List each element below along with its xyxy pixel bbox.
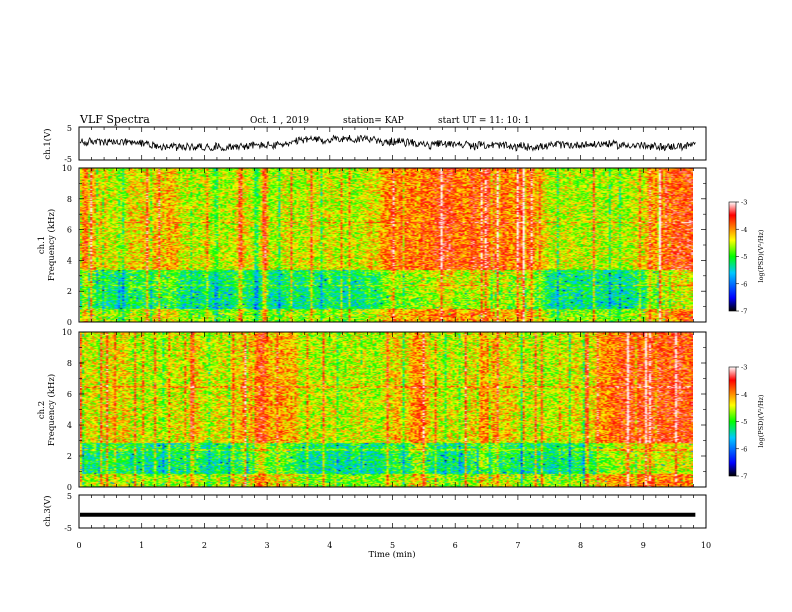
ch1-waveform-trace (79, 134, 696, 152)
ch1-spectrogram-ylabel: Frequency (kHz) (46, 209, 57, 281)
colorbar-tick-label: -6 (741, 280, 747, 288)
x-tick-label: 1 (139, 541, 144, 550)
y-tick-label: 8 (67, 195, 72, 204)
x-tick-label: 7 (515, 541, 520, 550)
y-tick-label: 4 (67, 421, 72, 430)
y-tick-label: 0 (67, 318, 72, 327)
ch3-ytick-bottom: -5 (64, 524, 72, 533)
y-tick-label: 6 (67, 226, 72, 235)
x-tick-label: 9 (641, 541, 646, 550)
colorbar-tick-label: -3 (741, 199, 747, 207)
x-tick-label: 6 (453, 541, 458, 550)
figure-title: VLF Spectra (79, 113, 150, 126)
y-tick-label: 8 (67, 359, 72, 368)
colorbar-tick-label: -4 (741, 391, 747, 399)
y-tick-label: 2 (67, 287, 72, 296)
colorbar-tick-label: -7 (741, 308, 747, 316)
x-tick-label: 4 (327, 541, 332, 550)
ch1-spectrogram-panel: 0 2 4 6 8 10 ch.1 Frequency (kHz) (37, 164, 707, 327)
y-tick-label: 10 (62, 328, 72, 337)
ch1-ytick-top: 5 (67, 124, 72, 133)
ch1-colorbar-label: log(PSD)(V²/Hz) (757, 229, 765, 282)
ch3-waveform-ylabel: ch.3(V) (42, 495, 53, 526)
x-tick-label: 2 (202, 541, 207, 550)
ch1-spectrogram-image (80, 168, 693, 322)
x-tick-label: 5 (390, 541, 395, 550)
colorbar-tick-label: -4 (741, 226, 747, 234)
ch1-waveform-ylabel: ch.1(V) (42, 128, 53, 159)
x-axis-label: Time (min) (368, 549, 415, 560)
station-label: station= KAP (343, 116, 404, 126)
ch1-waveform-panel: 5 -5 ch.1(V) (42, 124, 707, 164)
ch1-colorbar-gradient (729, 202, 736, 311)
y-tick-label: 10 (62, 164, 72, 173)
colorbar-tick-label: -5 (741, 253, 747, 261)
y-tick-label: 4 (67, 256, 72, 265)
colorbar-tick-label: -6 (741, 445, 747, 453)
ch2-colorbar-label: log(PSD)(V²/Hz) (757, 394, 765, 447)
ch1-spectrogram-channel-label: ch.1 (37, 236, 47, 254)
x-tick-label: 8 (578, 541, 583, 550)
y-tick-label: 2 (67, 452, 72, 461)
ch2-spectrogram-image (80, 332, 693, 487)
colorbar-tick-label: -5 (741, 418, 747, 426)
x-tick-label: 0 (76, 541, 81, 550)
ch2-colorbar: -3 -4 -5 -6 -7 log(PSD)(V²/Hz) (728, 364, 765, 481)
x-tick-label: 3 (265, 541, 270, 550)
ch2-spectrogram-ylabel: Frequency (kHz) (46, 374, 57, 446)
y-tick-label: 6 (67, 390, 72, 399)
ch3-ytick-top: 5 (67, 492, 72, 501)
ch2-spectrogram-channel-label: ch.2 (37, 401, 47, 419)
start-time-label: start UT = 11: 10: 1 (438, 116, 530, 126)
ch1-ytick-bottom: -5 (64, 155, 72, 164)
ch1-colorbar: -3 -4 -5 -6 -7 log(PSD)(V²/Hz) (728, 199, 765, 316)
ch3-waveform-panel: 5 -5 ch.3(V) (42, 492, 707, 533)
y-tick-label: 0 (67, 483, 72, 492)
ch2-spectrogram-panel: 0 2 4 6 8 10 ch.2 Frequency (kHz) (37, 328, 707, 492)
x-tick-label: 10 (701, 541, 711, 550)
colorbar-tick-label: -7 (741, 473, 747, 481)
date-label: Oct. 1 , 2019 (250, 116, 309, 126)
colorbar-tick-label: -3 (741, 364, 747, 372)
ch2-colorbar-gradient (729, 367, 736, 476)
